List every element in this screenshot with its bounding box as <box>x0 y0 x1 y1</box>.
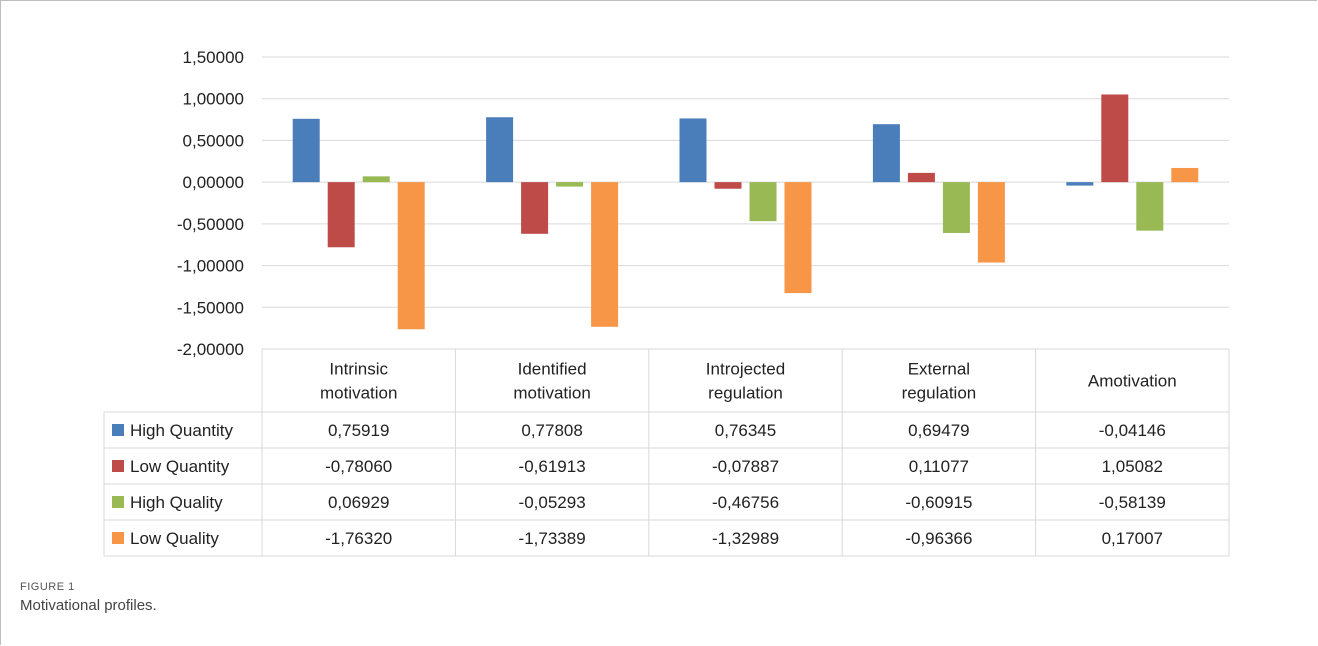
data-value: 0,76345 <box>715 421 776 440</box>
legend-swatch <box>112 424 124 436</box>
legend-label: High Quantity <box>130 421 233 440</box>
data-value: -1,73389 <box>519 529 586 548</box>
bar <box>591 182 619 327</box>
bar <box>486 117 514 183</box>
bar <box>749 182 777 222</box>
y-tick-label: -2,00000 <box>177 340 244 359</box>
data-value: -0,07887 <box>712 457 779 476</box>
bar <box>362 176 390 183</box>
data-value: -0,46756 <box>712 493 779 512</box>
y-tick-label: -0,50000 <box>177 215 244 234</box>
category-label: Introjected <box>706 360 785 379</box>
bar <box>977 182 1005 263</box>
data-value: 0,75919 <box>328 421 389 440</box>
category-label: Identified <box>518 360 587 379</box>
data-value: -0,58139 <box>1099 493 1166 512</box>
legend-swatch <box>112 532 124 544</box>
bar <box>714 182 742 189</box>
y-tick-label: -1,00000 <box>177 257 244 276</box>
legend-swatch <box>112 496 124 508</box>
data-value: 1,05082 <box>1102 457 1163 476</box>
legend-label: Low Quality <box>130 529 219 548</box>
legend-label: Low Quantity <box>130 457 230 476</box>
bar <box>292 118 320 183</box>
data-value: -1,32989 <box>712 529 779 548</box>
bar <box>1136 182 1164 231</box>
bar <box>872 124 900 183</box>
category-label: regulation <box>708 384 783 403</box>
bar <box>521 182 549 234</box>
data-value: -1,76320 <box>325 529 392 548</box>
y-tick-label: 1,50000 <box>183 48 244 67</box>
data-value: -0,04146 <box>1099 421 1166 440</box>
bar <box>327 182 355 248</box>
category-label: External <box>908 360 970 379</box>
figure-label: FIGURE 1 <box>20 581 75 593</box>
legend-swatch <box>112 460 124 472</box>
bar <box>784 182 812 294</box>
data-value: -0,96366 <box>905 529 972 548</box>
y-tick-label: 0,50000 <box>183 131 244 150</box>
bar <box>397 182 425 330</box>
data-value: 0,11077 <box>909 457 969 476</box>
data-value: -0,61913 <box>519 457 586 476</box>
bar <box>1066 182 1094 186</box>
legend-label: High Quality <box>130 493 223 512</box>
bar <box>942 182 970 233</box>
category-label: regulation <box>902 384 977 403</box>
bar <box>1101 94 1129 183</box>
y-tick-label: -1,50000 <box>177 298 244 317</box>
bar <box>907 172 935 183</box>
figure-caption: Motivational profiles. <box>20 597 157 614</box>
data-value: -0,78060 <box>325 457 392 476</box>
data-value: 0,06929 <box>328 493 389 512</box>
bar <box>1171 167 1199 183</box>
data-value: 0,69479 <box>908 421 969 440</box>
data-value: -0,60915 <box>905 493 972 512</box>
y-tick-label: 1,00000 <box>183 90 244 109</box>
data-value: 0,77808 <box>521 421 582 440</box>
category-label: Intrinsic <box>329 360 388 379</box>
category-label: motivation <box>513 384 590 403</box>
bar <box>556 182 584 187</box>
data-value: -0,05293 <box>519 493 586 512</box>
y-tick-label: 0,00000 <box>183 173 244 192</box>
data-value: 0,17007 <box>1102 529 1163 548</box>
category-label: Amotivation <box>1088 372 1177 391</box>
bar <box>679 118 707 183</box>
category-label: motivation <box>320 384 397 403</box>
